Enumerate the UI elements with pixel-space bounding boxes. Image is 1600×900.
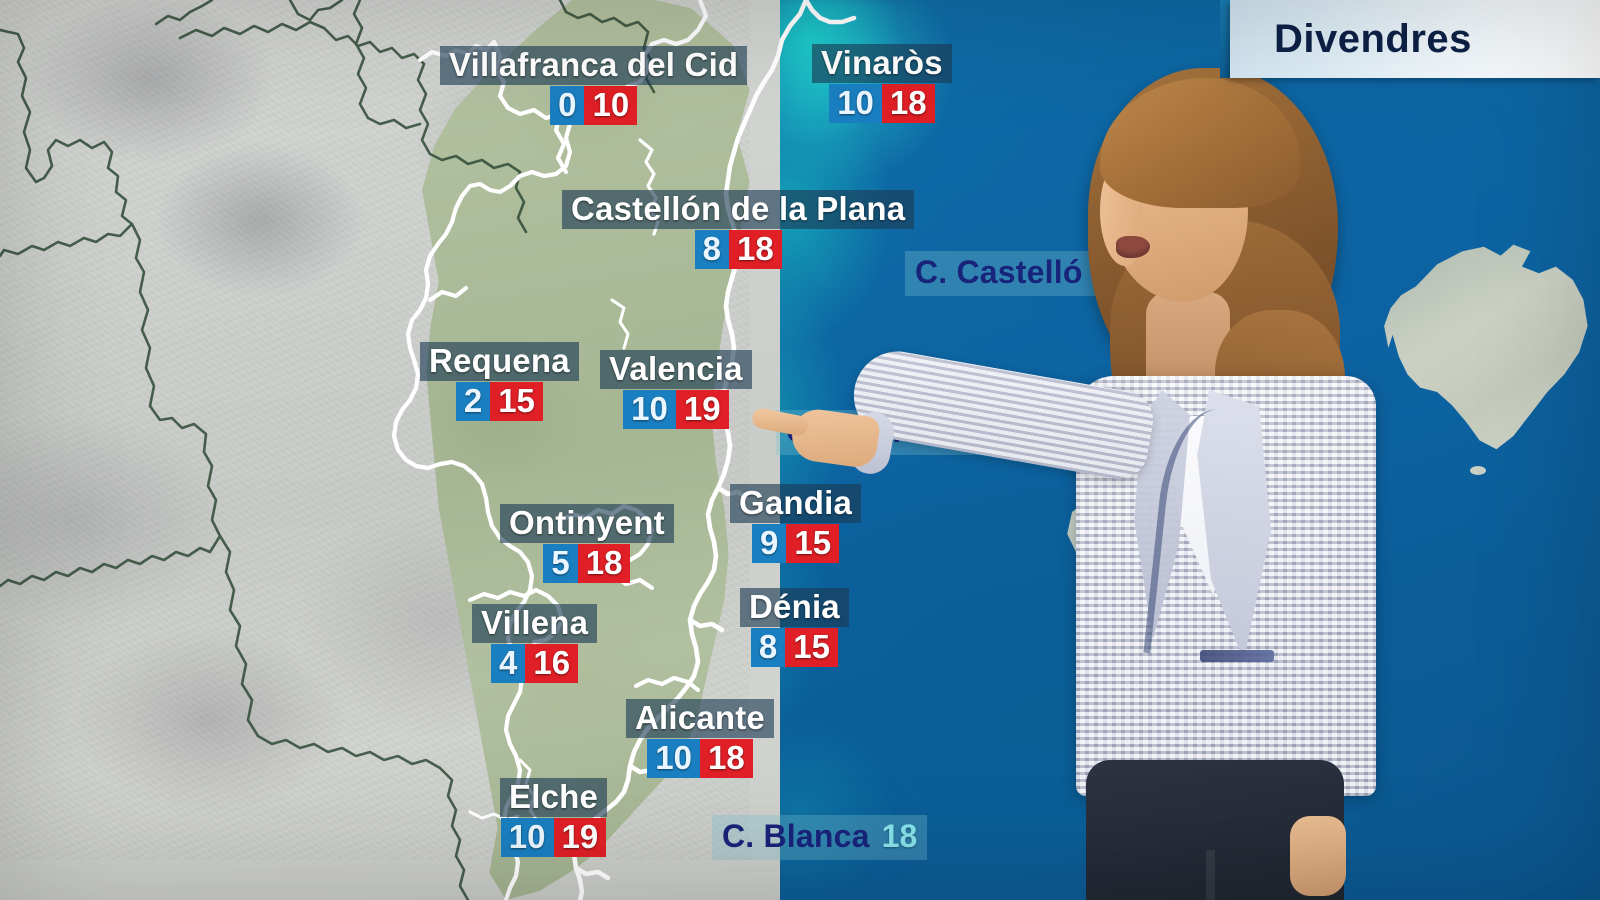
city-temperatures: 5 18 <box>543 544 631 583</box>
city-label-villafranca-del-cid: Villafranca del Cid 0 10 <box>440 46 748 125</box>
temp-min: 10 <box>647 739 700 778</box>
temp-min: 10 <box>500 818 554 857</box>
city-temperatures: 9 15 <box>751 524 840 563</box>
city-label-valencia: Valencia 10 19 <box>600 350 752 429</box>
temp-max: 18 <box>728 230 782 269</box>
temp-max: 15 <box>786 524 840 563</box>
temp-min: 10 <box>623 390 676 429</box>
presenter-jacket-pocket <box>1200 650 1274 662</box>
temp-min: 10 <box>829 84 882 123</box>
temp-max: 15 <box>490 382 543 421</box>
city-temperatures: 10 19 <box>623 390 729 429</box>
sea-zone-label-blanca: C. Blanca 18 <box>712 815 928 860</box>
presenter-trousers-seam <box>1206 850 1215 900</box>
temp-max: 10 <box>584 86 638 125</box>
presenter-resting-hand <box>1290 816 1346 896</box>
city-label-gandia: Gandia 9 15 <box>730 484 862 563</box>
city-name: Ontinyent <box>500 504 674 543</box>
temp-min: 9 <box>751 524 787 563</box>
temp-min: 5 <box>543 544 578 583</box>
day-banner: Divendres <box>1230 0 1600 78</box>
city-name: Villena <box>472 604 598 643</box>
presenter-mouth <box>1116 236 1150 258</box>
presenter-hair-front <box>1100 78 1300 208</box>
city-label-castellon-de-la-plana: Castellón de la Plana 8 18 <box>562 190 915 269</box>
city-temperatures: 2 15 <box>455 382 543 421</box>
city-label-villena: Villena 4 16 <box>472 604 598 683</box>
city-name: Vinaròs <box>812 44 952 83</box>
city-label-elche: Elche 10 19 <box>500 778 608 857</box>
city-temperatures: 10 18 <box>829 84 935 123</box>
city-name: Alicante <box>626 699 774 738</box>
city-temperatures: 4 16 <box>491 644 579 683</box>
city-name: Castellón de la Plana <box>562 190 915 229</box>
city-label-ontinyent: Ontinyent 5 18 <box>500 504 674 583</box>
city-name: Villafranca del Cid <box>440 46 748 85</box>
temp-min: 2 <box>455 382 491 421</box>
temp-max: 16 <box>525 644 579 683</box>
city-label-alicante: Alicante 10 18 <box>626 699 774 778</box>
city-temperatures: 0 10 <box>550 86 638 125</box>
temp-min: 8 <box>750 628 786 667</box>
temp-max: 18 <box>699 739 753 778</box>
temp-max: 19 <box>675 390 729 429</box>
city-name: Dénia <box>740 588 849 627</box>
island-islet <box>1470 466 1486 475</box>
city-temperatures: 10 18 <box>647 739 753 778</box>
city-label-requena: Requena 2 15 <box>420 342 579 421</box>
city-name: Gandia <box>730 484 862 523</box>
city-name: Valencia <box>600 350 752 389</box>
sea-zone-name: C. Blanca <box>722 818 870 854</box>
temp-max: 19 <box>553 818 607 857</box>
sea-zone-value: 18 <box>881 818 918 854</box>
weather-presenter <box>750 60 1440 900</box>
temp-min: 8 <box>694 230 729 269</box>
temp-max: 18 <box>881 84 935 123</box>
temp-max: 15 <box>785 628 838 667</box>
temp-min: 4 <box>491 644 526 683</box>
temp-max: 18 <box>577 544 631 583</box>
city-name: Elche <box>500 778 608 817</box>
day-banner-edge <box>1220 0 1230 78</box>
city-temperatures: 8 15 <box>750 628 838 667</box>
city-label-denia: Dénia 8 15 <box>740 588 849 667</box>
city-label-vinaros: Vinaròs 10 18 <box>812 44 952 123</box>
city-temperatures: 8 18 <box>694 230 782 269</box>
city-name: Requena <box>420 342 579 381</box>
temp-min: 0 <box>550 86 585 125</box>
city-temperatures: 10 19 <box>500 818 607 857</box>
sea-zone-name: C. Castelló <box>915 254 1083 290</box>
day-name: Divendres <box>1274 16 1472 61</box>
